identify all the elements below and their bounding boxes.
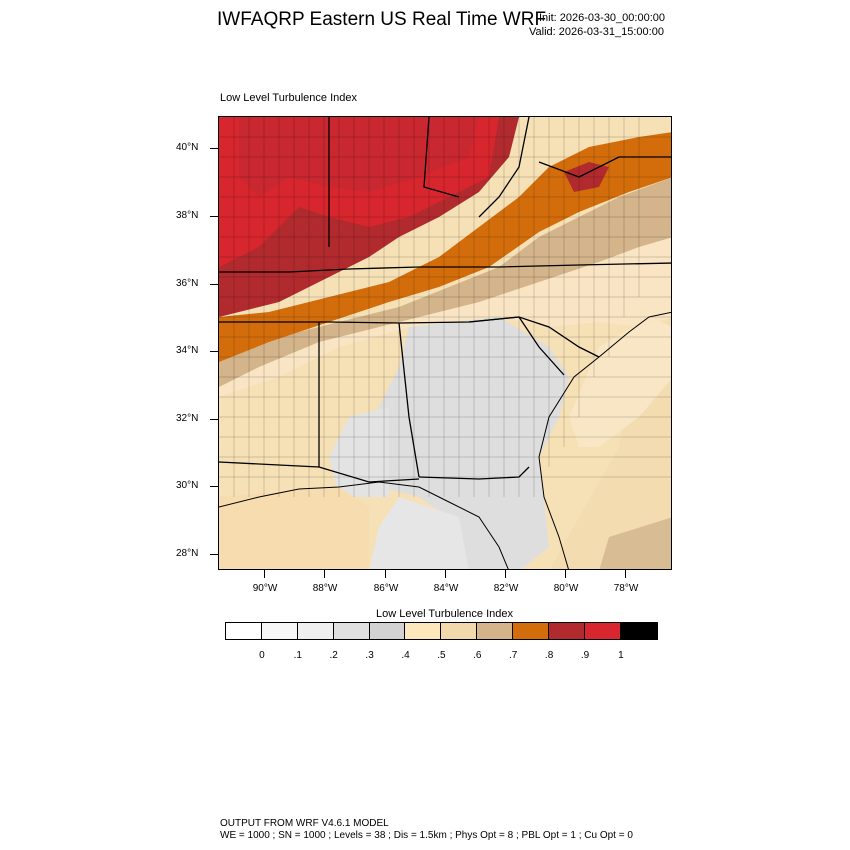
- colorbar-tick-label: .3: [365, 650, 374, 661]
- colorbar-tick-label: .5: [437, 650, 446, 661]
- colorbar-box: [549, 623, 585, 639]
- colorbar-box: [226, 623, 262, 639]
- lon-tick: [324, 570, 325, 578]
- lat-tick: [210, 351, 218, 352]
- lon-label-80w: 80°W: [553, 583, 579, 594]
- lat-tick: [210, 284, 218, 285]
- gulf-gray: [369, 497, 469, 569]
- ga-fl-border: [418, 466, 530, 480]
- lat-tick: [210, 554, 218, 555]
- lon-label-88w: 88°W: [312, 583, 338, 594]
- lat-tick: [210, 486, 218, 487]
- lon-tick: [264, 570, 265, 578]
- model-info: OUTPUT FROM WRF V4.6.1 MODEL: [220, 818, 389, 829]
- lat-tick: [210, 419, 218, 420]
- lon-tick: [565, 570, 566, 578]
- mid-band: [219, 227, 671, 397]
- lat-label-32n: 32°N: [176, 413, 199, 424]
- lat-label-36n: 36°N: [176, 278, 199, 289]
- lon-label-84w: 84°W: [433, 583, 459, 594]
- atlantic-coastline: [538, 311, 671, 569]
- colorbar-tick-label: .8: [544, 650, 554, 661]
- colorbar-box: [261, 623, 298, 639]
- colorbar-box: [584, 623, 621, 639]
- turbulence-map: [219, 117, 671, 569]
- colorbar-box: [333, 623, 370, 639]
- colorbar-box: [441, 623, 478, 639]
- lon-tick: [445, 570, 446, 578]
- colorbar-title: Low Level Turbulence Index: [376, 608, 513, 620]
- colorbar-tick-label: .2: [329, 650, 338, 661]
- colorbar-box: [369, 623, 406, 639]
- colorbar-box: [405, 623, 442, 639]
- lon-label-86w: 86°W: [373, 583, 399, 594]
- colorbar-box: [477, 623, 514, 639]
- transition-band: [219, 177, 671, 387]
- lon-label-82w: 82°W: [493, 583, 519, 594]
- orange-band: [219, 132, 671, 362]
- al-ga-border: [398, 322, 420, 478]
- ocean-field-light: [569, 317, 671, 447]
- colorbar-tick-label: 0: [259, 650, 265, 661]
- colorbar-tick-label: .4: [401, 650, 410, 661]
- valid-time: Valid: 2026-03-31_15:00:00: [529, 26, 664, 38]
- lat-label-40n: 40°N: [176, 142, 199, 153]
- init-time: Init: 2026-03-30_00:00:00: [539, 12, 665, 24]
- lon-label-78w: 78°W: [613, 583, 639, 594]
- colorbar-tick-label: 1: [618, 650, 624, 661]
- lat-label-28n: 28°N: [176, 548, 199, 559]
- panel-label: Low Level Turbulence Index: [220, 92, 357, 104]
- lon-label-90w: 90°W: [252, 583, 278, 594]
- wv-border: [478, 117, 530, 218]
- ga-sc-border: [518, 316, 565, 376]
- lat-label-34n: 34°N: [176, 345, 199, 356]
- lat-label-30n: 30°N: [176, 480, 199, 491]
- colorbar: [225, 622, 658, 640]
- lat-tick: [210, 216, 218, 217]
- lat-tick: [210, 148, 218, 149]
- colorbar-box: [297, 623, 334, 639]
- in-oh-border: [423, 117, 460, 198]
- colorbar-tick-label: .1: [293, 650, 302, 661]
- ky-tn-border: [219, 262, 671, 273]
- map-frame: [218, 116, 672, 570]
- colorbar-tick-label: .7: [509, 650, 518, 661]
- lon-tick: [385, 570, 386, 578]
- state-boundaries: [219, 117, 671, 483]
- lon-tick: [625, 570, 626, 578]
- model-config: WE = 1000 ; SN = 1000 ; Levels = 38 ; Di…: [220, 830, 633, 841]
- ocean-patch-dark: [599, 517, 671, 569]
- gulf-coastline: [219, 481, 509, 569]
- gulf-coast-line: [219, 461, 420, 483]
- main-title: IWFAQRP Eastern US Real Time WRF: [217, 9, 547, 30]
- md-border: [538, 156, 671, 178]
- colorbar-tick-label: .6: [473, 650, 482, 661]
- gulf-tan: [219, 487, 369, 569]
- colorbar-tick-label: .9: [580, 650, 590, 661]
- colorbar-box: [513, 623, 550, 639]
- nc-sc-border: [468, 316, 600, 358]
- lon-tick: [505, 570, 506, 578]
- lat-label-38n: 38°N: [176, 210, 199, 221]
- colorbar-box: [620, 623, 657, 639]
- county-grid: [219, 117, 671, 497]
